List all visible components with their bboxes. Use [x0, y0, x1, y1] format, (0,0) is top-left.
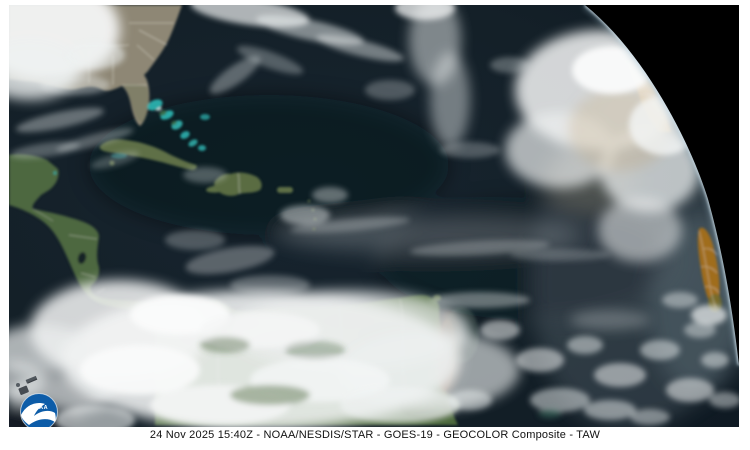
africa-borders [698, 230, 720, 309]
image-caption: 24 Nov 2025 15:40Z - NOAA/NESDIS/STAR - … [149, 429, 601, 441]
noaa-logo-text: NOAA [30, 405, 48, 411]
noaa-logo: NOAA [20, 393, 58, 427]
space-region [585, 5, 739, 365]
geocolor-composite: NOAA [9, 5, 739, 427]
bahamas-banks [147, 99, 210, 151]
goes-satellite-icon [16, 375, 38, 395]
africa-senegal-coast [697, 227, 720, 309]
noaa-gull-shape [21, 403, 56, 425]
puerto-rico-island [277, 187, 293, 193]
satellite-image: NOAA [9, 5, 739, 427]
cuba-island [99, 139, 197, 170]
central-america-landmass [9, 154, 163, 317]
hispaniola-island [214, 172, 262, 196]
